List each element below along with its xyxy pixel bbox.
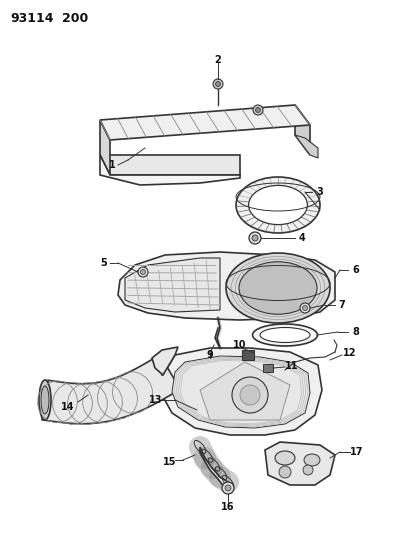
Polygon shape <box>100 155 240 185</box>
Ellipse shape <box>225 253 329 323</box>
Polygon shape <box>125 258 219 312</box>
Text: 15: 15 <box>163 457 176 467</box>
Polygon shape <box>118 252 334 320</box>
FancyBboxPatch shape <box>262 364 272 372</box>
Circle shape <box>138 267 147 277</box>
Circle shape <box>252 235 257 241</box>
Text: 200: 200 <box>62 12 88 25</box>
Ellipse shape <box>274 451 294 465</box>
Text: 10: 10 <box>233 340 246 350</box>
Ellipse shape <box>259 327 309 343</box>
Text: 4: 4 <box>298 233 305 243</box>
Text: 17: 17 <box>349 447 363 457</box>
Text: 16: 16 <box>221 502 234 512</box>
Circle shape <box>302 465 312 475</box>
Ellipse shape <box>248 185 307 224</box>
Ellipse shape <box>41 386 49 414</box>
Text: 1: 1 <box>108 160 115 170</box>
Text: 6: 6 <box>352 265 358 275</box>
FancyBboxPatch shape <box>242 350 254 360</box>
Circle shape <box>221 482 233 494</box>
Text: 11: 11 <box>285 361 298 371</box>
Polygon shape <box>100 105 309 140</box>
Text: 9: 9 <box>206 350 213 360</box>
Text: 3: 3 <box>316 187 323 197</box>
Text: 7: 7 <box>338 300 344 310</box>
Polygon shape <box>152 347 178 375</box>
Circle shape <box>278 466 290 478</box>
Polygon shape <box>264 442 334 485</box>
Polygon shape <box>100 120 110 175</box>
Ellipse shape <box>252 324 317 346</box>
Circle shape <box>299 303 309 313</box>
Circle shape <box>224 485 230 491</box>
Text: 12: 12 <box>342 348 356 358</box>
Circle shape <box>248 232 260 244</box>
Polygon shape <box>294 105 309 155</box>
Circle shape <box>215 82 220 86</box>
Circle shape <box>231 377 267 413</box>
Circle shape <box>212 79 223 89</box>
Polygon shape <box>199 447 228 488</box>
Circle shape <box>240 385 259 405</box>
Polygon shape <box>199 362 289 420</box>
Polygon shape <box>161 348 321 435</box>
Ellipse shape <box>39 380 51 420</box>
Circle shape <box>302 305 307 311</box>
Text: 13: 13 <box>149 395 162 405</box>
Text: 5: 5 <box>100 258 107 268</box>
Polygon shape <box>294 135 317 158</box>
Text: 2: 2 <box>214 55 221 65</box>
Circle shape <box>255 108 260 112</box>
Ellipse shape <box>238 262 316 314</box>
Ellipse shape <box>303 454 319 466</box>
Ellipse shape <box>235 177 319 233</box>
Circle shape <box>140 270 145 274</box>
Text: 14: 14 <box>61 402 75 412</box>
Text: 93114: 93114 <box>10 12 53 25</box>
Circle shape <box>252 105 262 115</box>
Polygon shape <box>100 155 240 175</box>
Text: 8: 8 <box>352 327 358 337</box>
Polygon shape <box>42 355 180 424</box>
Polygon shape <box>171 356 309 428</box>
